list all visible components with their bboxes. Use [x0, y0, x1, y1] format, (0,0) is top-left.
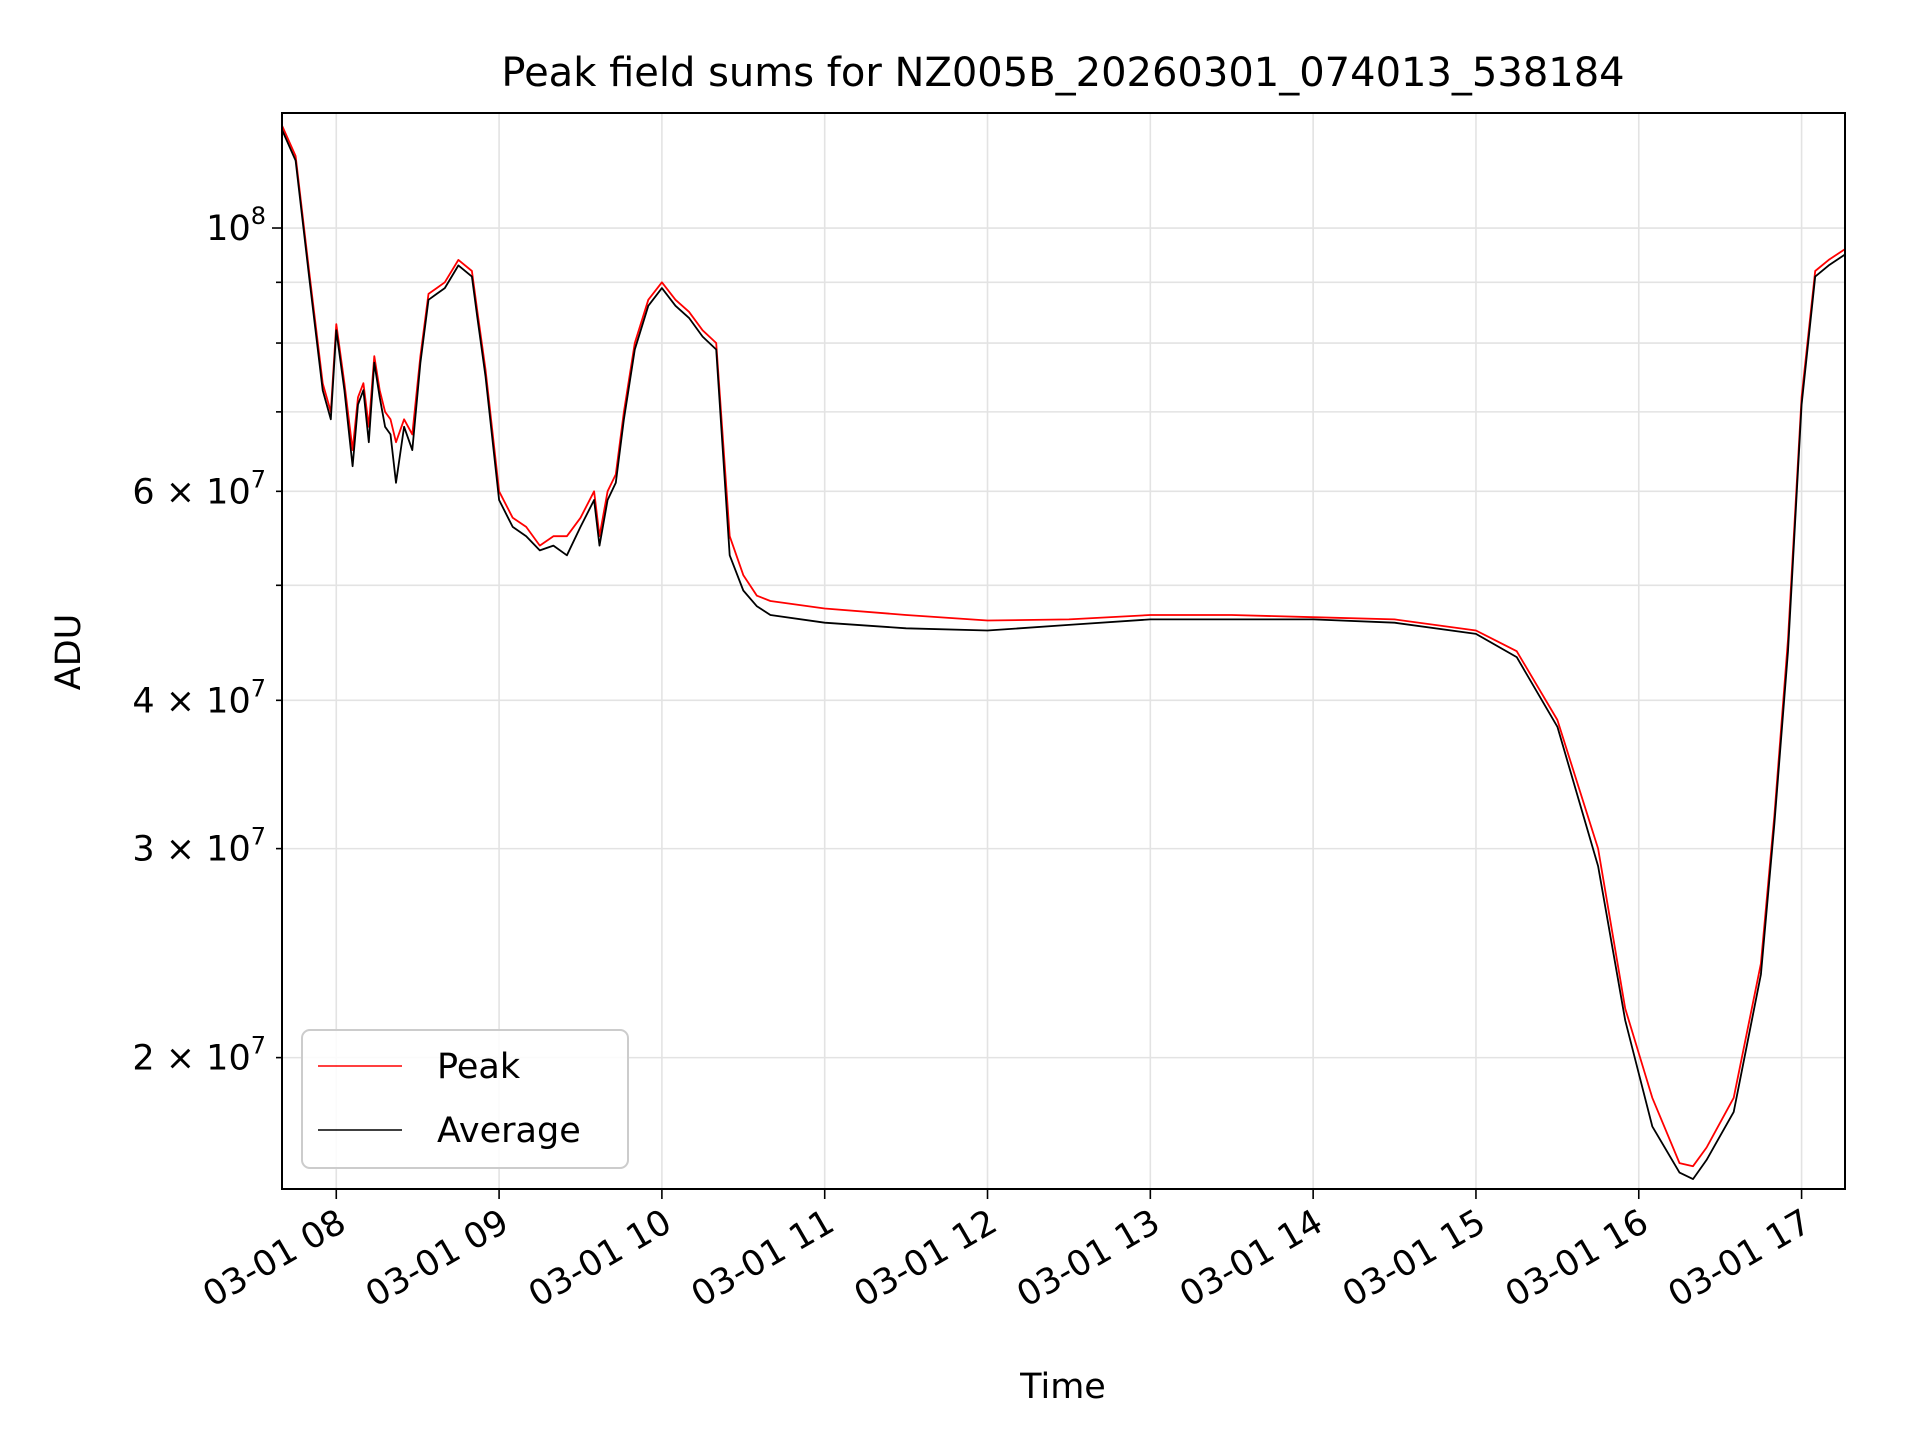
- legend-box: [301, 1029, 629, 1169]
- series-lines: [281, 125, 1846, 1180]
- legend-label-average: Average: [437, 1111, 581, 1151]
- x-axis-label: Time: [1019, 1367, 1106, 1407]
- y-tick-label: 2 × 107: [132, 1032, 266, 1079]
- series-line-average: [281, 129, 1846, 1180]
- y-axis-label: ADU: [49, 614, 89, 691]
- y-tick-label: 108: [206, 202, 266, 249]
- y-tick-label: 3 × 107: [132, 823, 266, 870]
- legend: Peak Average: [301, 1029, 629, 1169]
- y-tick-label: 6 × 107: [132, 465, 266, 512]
- legend-label-peak: Peak: [437, 1047, 521, 1087]
- chart-title: Peak field sums for NZ005B_20260301_0740…: [501, 50, 1624, 96]
- series-line-peak: [281, 125, 1846, 1168]
- grid-lines: [282, 113, 1845, 1189]
- y-tick-label: 4 × 107: [132, 674, 266, 721]
- plot-frame: [281, 112, 1846, 1190]
